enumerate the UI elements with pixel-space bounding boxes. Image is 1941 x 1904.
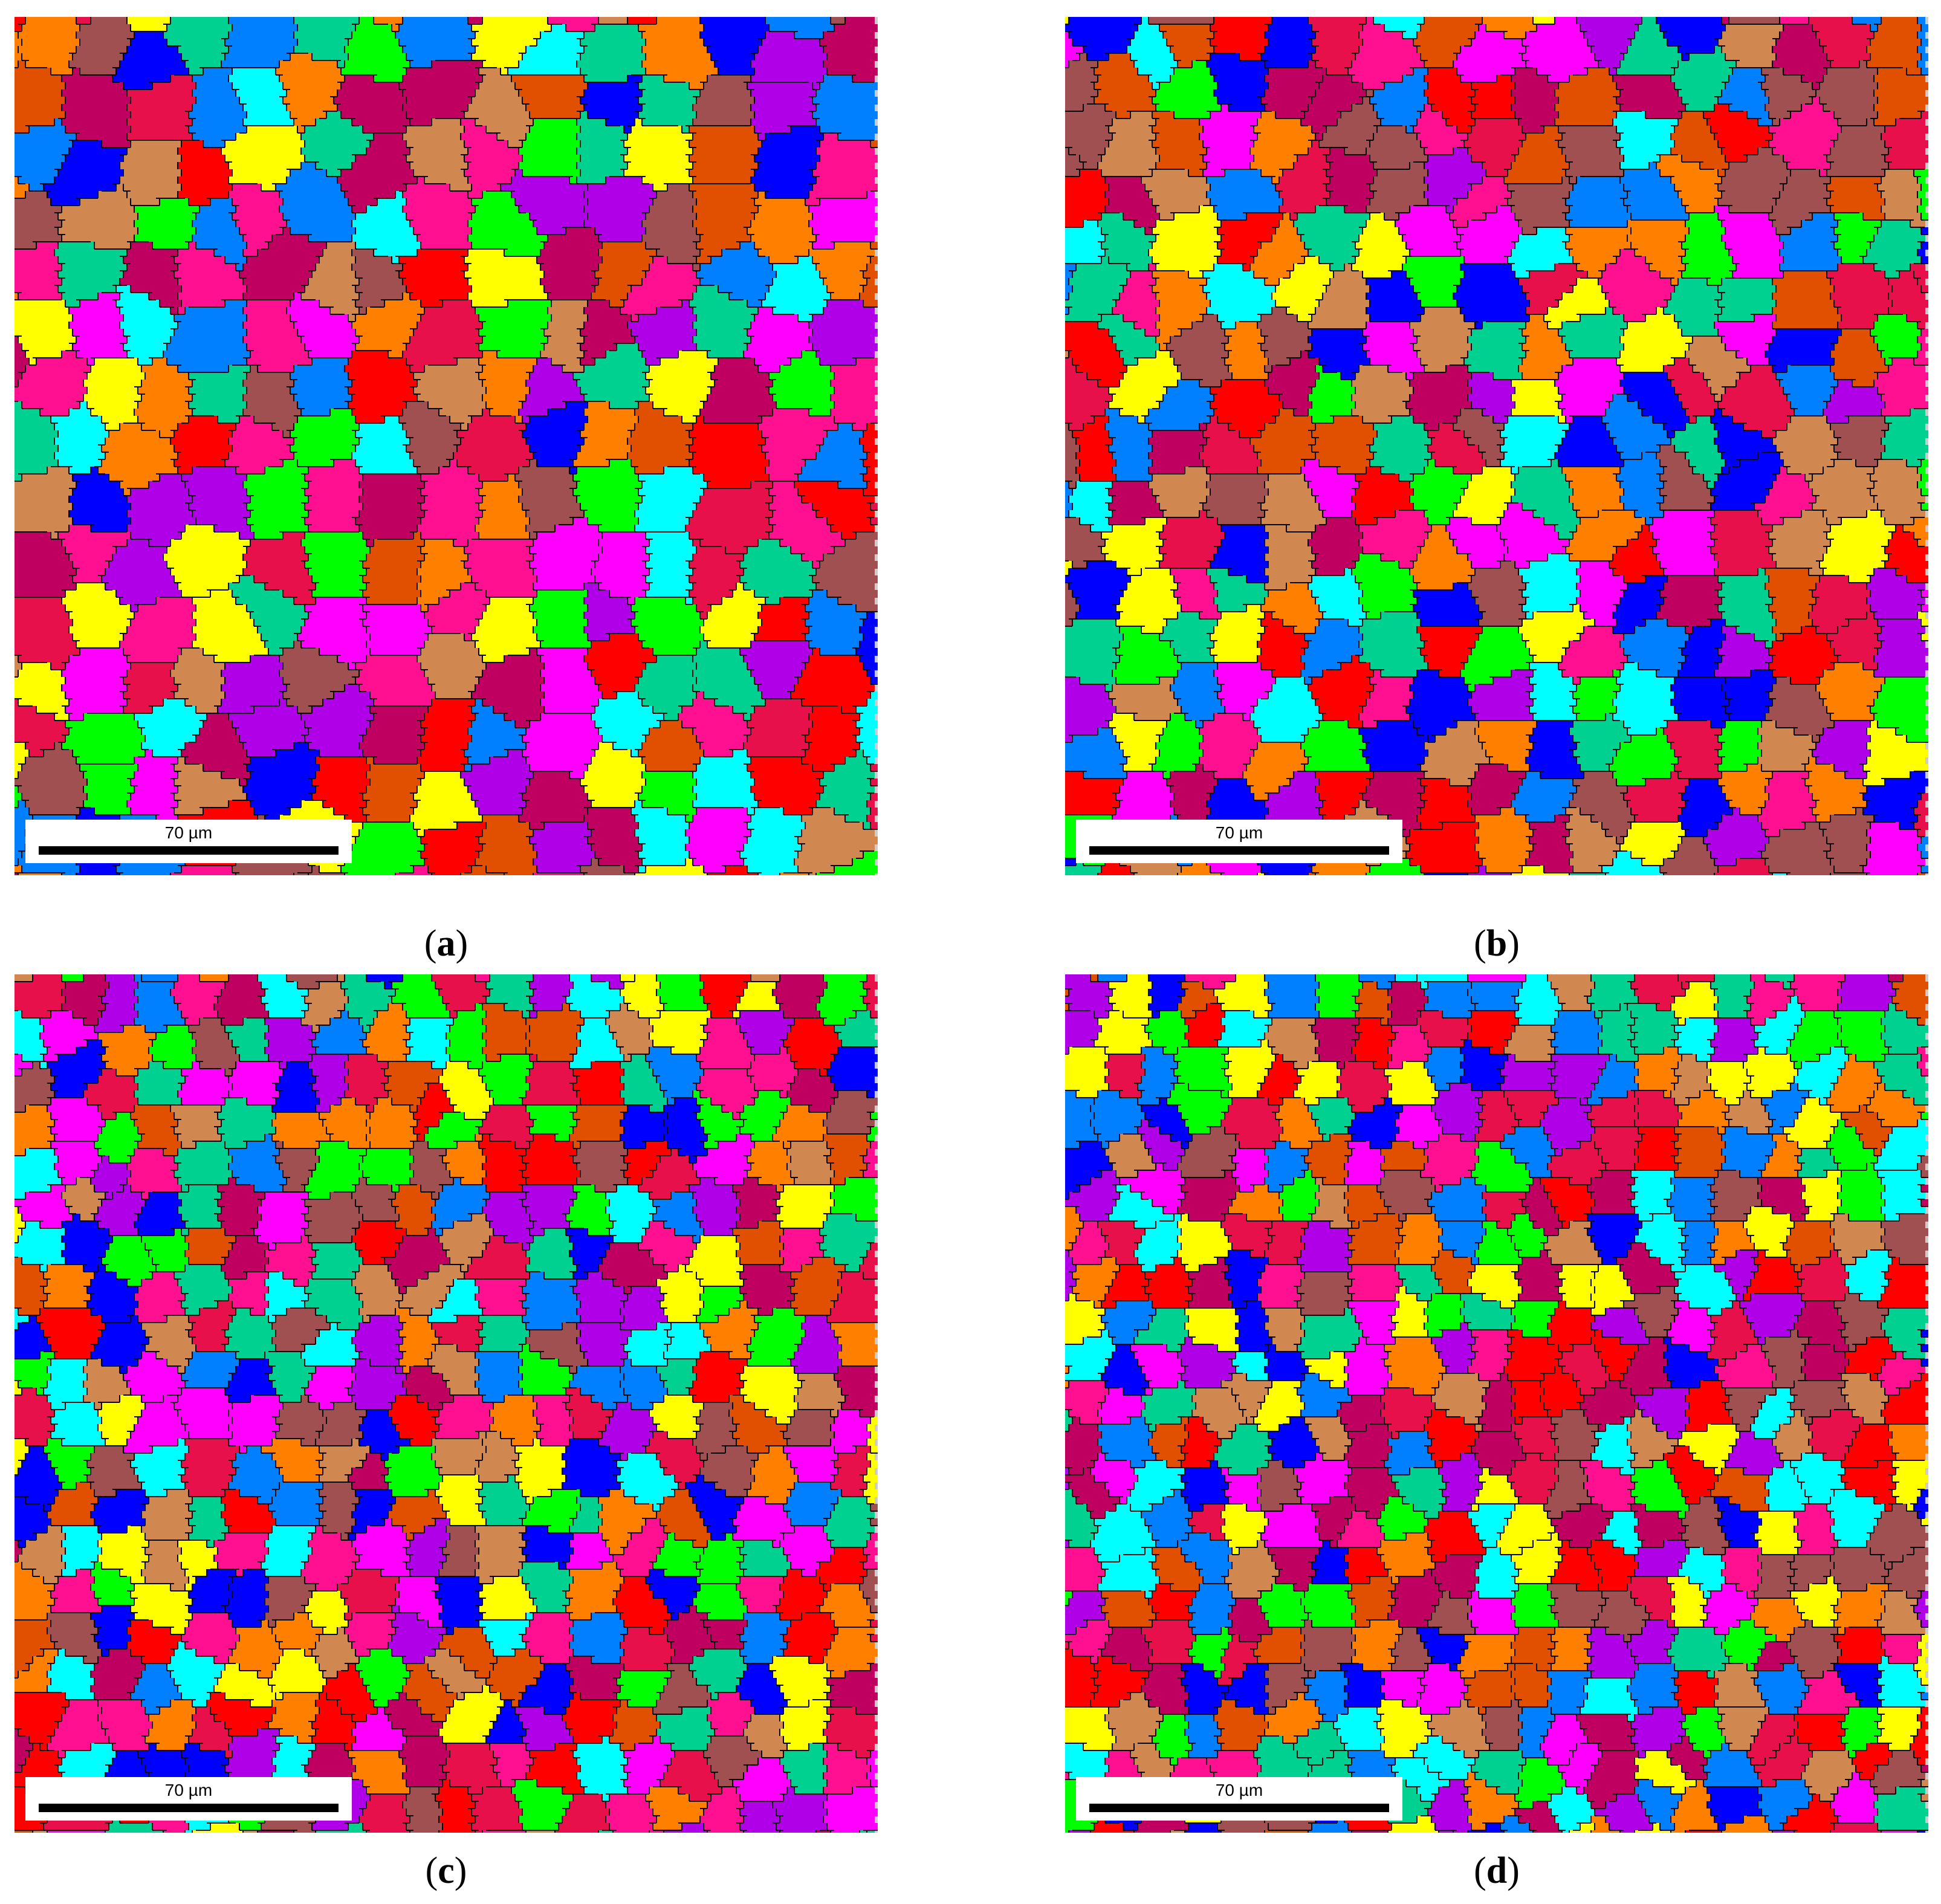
grain-map-d-image [1065, 974, 1928, 1833]
grain-map-c: 70 µm [15, 974, 878, 1833]
scale-bar-d-label: 70 µm [1076, 1781, 1402, 1800]
caption-c-letter: c [438, 1850, 455, 1891]
caption-d-open-paren: ( [1474, 1850, 1486, 1891]
scale-bar-b-line [1089, 846, 1389, 855]
caption-b-open-paren: ( [1474, 923, 1486, 964]
caption-d: (d) [1406, 1850, 1587, 1892]
scale-bar-b-label: 70 µm [1076, 823, 1402, 843]
caption-b-close-paren: ) [1507, 923, 1520, 964]
caption-c: (c) [355, 1850, 537, 1892]
grain-map-a-image [15, 17, 878, 875]
scale-bar-d: 70 µm [1076, 1777, 1402, 1821]
grain-map-d: 70 µm [1065, 974, 1928, 1833]
caption-c-close-paren: ) [455, 1850, 467, 1891]
caption-a-letter: a [437, 923, 456, 964]
caption-b: (b) [1406, 922, 1587, 965]
grain-map-b: 70 µm [1065, 17, 1928, 875]
scale-bar-a-label: 70 µm [25, 823, 352, 843]
grain-map-a: 70 µm [15, 17, 878, 875]
scale-bar-a-line [39, 846, 339, 855]
grain-map-b-image [1065, 17, 1928, 875]
scale-bar-c-label: 70 µm [25, 1781, 352, 1800]
scale-bar-b: 70 µm [1076, 820, 1402, 863]
scale-bar-c: 70 µm [25, 1777, 352, 1821]
scale-bar-d-line [1089, 1804, 1389, 1812]
scale-bar-c-line [39, 1804, 339, 1812]
caption-a-open-paren: ( [424, 923, 437, 964]
caption-a: (a) [355, 922, 537, 965]
scale-bar-a: 70 µm [25, 820, 352, 863]
caption-a-close-paren: ) [456, 923, 468, 964]
grain-map-c-image [15, 974, 878, 1833]
caption-d-close-paren: ) [1507, 1850, 1520, 1891]
caption-b-letter: b [1486, 923, 1507, 964]
caption-d-letter: d [1486, 1850, 1507, 1891]
caption-c-open-paren: ( [426, 1850, 438, 1891]
